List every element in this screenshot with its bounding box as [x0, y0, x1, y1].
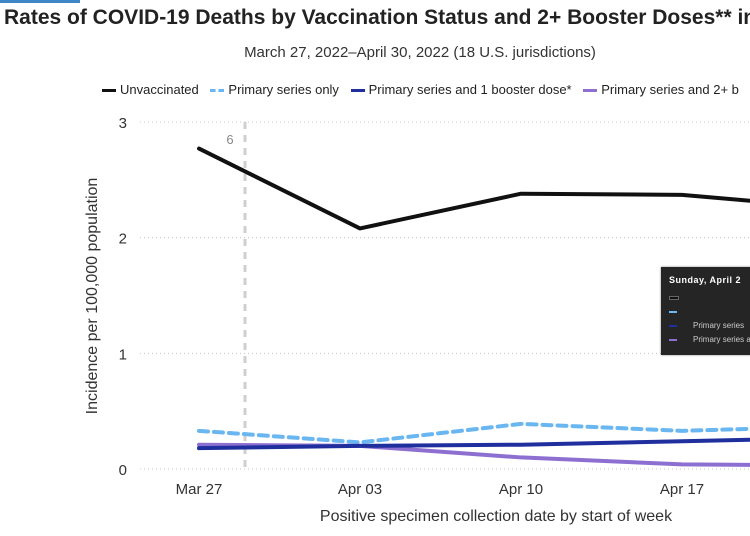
y-axis-title: Incidence per 100,000 population: [84, 178, 101, 415]
x-tick-label: Apr 03: [338, 481, 382, 498]
gridlines: [140, 121, 750, 470]
tooltip-title: Sunday, April 2: [669, 275, 742, 285]
hover-tooltip: Sunday, April 2 Primary series Primary s…: [661, 267, 750, 355]
legend-swatch-unvaccinated: [102, 89, 116, 93]
legend-item-unvaccinated[interactable]: Unvaccinated: [102, 82, 199, 97]
series-line-0: [197, 146, 750, 231]
reference-line-group: 6: [226, 122, 247, 469]
y-tick-label: 1: [119, 346, 127, 363]
x-axis-title: Positive specimen collection date by sta…: [320, 508, 673, 525]
tooltip-row-one-booster: Primary series: [669, 321, 744, 330]
tooltip-row-primary-only: [669, 307, 693, 316]
series-line-1: [197, 421, 750, 445]
tooltip-row-label: Primary series and: [693, 335, 750, 344]
legend-item-one-booster[interactable]: Primary series and 1 booster dose*: [350, 82, 572, 97]
chart-title: Rates of COVID-19 Deaths by Vaccination …: [4, 6, 750, 29]
tooltip-row-two-plus: Primary series and: [669, 335, 750, 344]
x-tick-label: Apr 10: [499, 481, 543, 498]
legend-item-primary-series-only[interactable]: Primary series only: [210, 82, 339, 97]
legend-label: Primary series only: [228, 82, 339, 97]
legend-swatch-one-booster: [350, 89, 365, 93]
y-tick-label: 2: [119, 231, 127, 248]
series-line-2: [197, 437, 750, 451]
legend-label: Primary series and 1 booster dose*: [368, 82, 572, 97]
top-accent-bar: [0, 0, 80, 3]
legend-label: Primary series and 2+ b: [601, 82, 739, 97]
legend-swatch-two-plus-boosters: [583, 89, 598, 93]
y-tick-label: 3: [119, 115, 127, 132]
series-lines: [197, 146, 750, 467]
tooltip-row-label: Primary series: [693, 321, 745, 330]
legend-item-two-plus-boosters[interactable]: Primary series and 2+ b: [583, 82, 739, 97]
legend-label: Unvaccinated: [120, 82, 199, 97]
x-tick-label: Apr 17: [660, 481, 704, 498]
x-tick-label: Mar 27: [176, 481, 223, 498]
reference-line-label: 6: [226, 132, 233, 147]
legend-swatch-primary-series-only: [210, 89, 225, 93]
chart-subtitle: March 27, 2022–April 30, 2022 (18 U.S. j…: [244, 44, 596, 61]
y-tick-label: 0: [119, 462, 127, 479]
tooltip-row-unvaccinated: [669, 293, 695, 302]
chart-legend: Unvaccinated Primary series only Primary…: [102, 82, 747, 97]
